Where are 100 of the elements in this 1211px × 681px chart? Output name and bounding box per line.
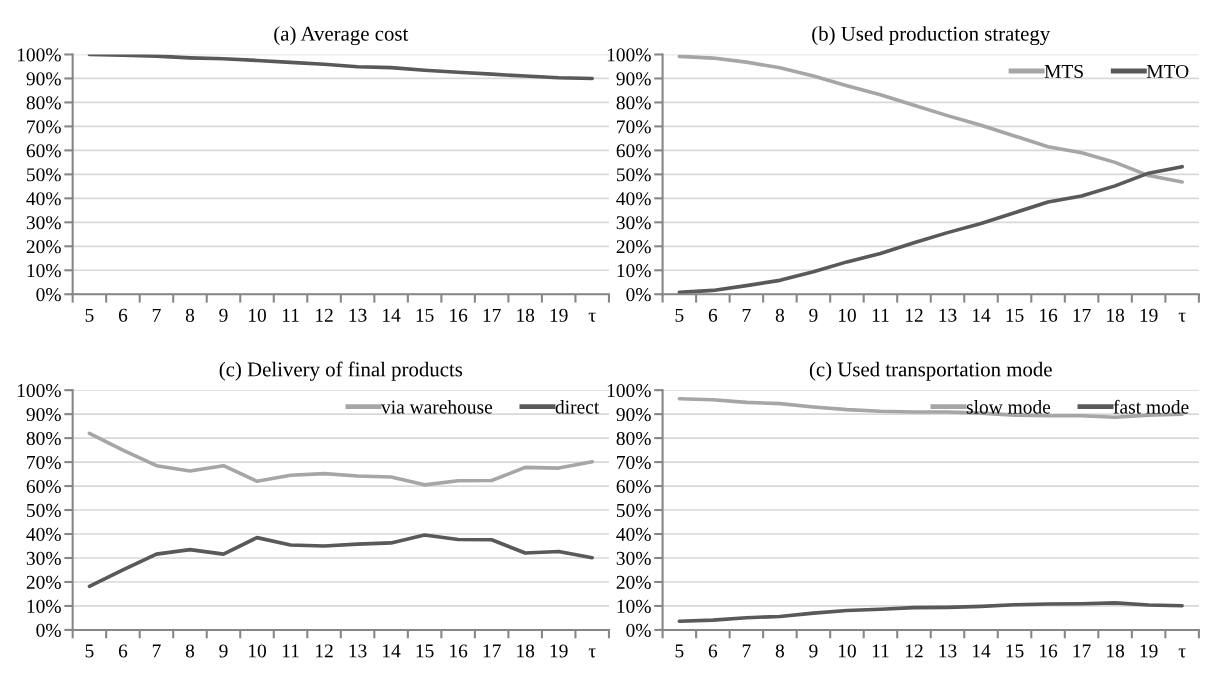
y-tick-label: 0% [626,288,651,302]
x-tick-label: 17 [483,308,501,322]
y-tick-label: 20% [616,240,651,254]
x-tick-label: 10 [838,644,856,658]
y-tick-label: 100% [607,48,651,62]
x-tick-label: 9 [219,308,228,322]
x-tick-label: 18 [517,644,535,658]
x-tick-label: 10 [249,644,266,658]
y-tick-label: 30% [26,216,61,230]
y-tick-label: 30% [616,551,651,565]
y-tick-label: 10% [27,599,61,613]
x-tick-label: 8 [775,644,785,658]
y-tick-label: 50% [27,168,61,182]
x-tick-label: 16 [450,644,468,658]
x-tick-label: 11 [872,308,889,322]
x-tick-label: 13 [349,644,367,658]
y-tick-label: 0% [36,288,61,302]
x-tick-label: τ [588,312,596,322]
line-series [677,601,1184,624]
y-tick-label: 40% [26,527,61,542]
x-tick-label: 5 [675,308,684,322]
x-tick-label: 5 [85,308,94,322]
x-tick-label: 5 [85,644,94,658]
x-tick-label: 14 [383,644,401,658]
y-tick-label: 80% [616,96,651,110]
y-tick-label: 80% [26,431,61,446]
chart-title: (b) Used production strategy [812,26,1051,46]
x-tick-label: 19 [550,644,568,658]
y-tick-label: 70% [27,120,61,134]
y-tick-label: 10% [27,264,61,278]
x-tick-label: 8 [185,644,195,658]
legend-label: fast mode [1113,399,1189,414]
y-tick-label: 100% [17,383,61,398]
y-tick-label: 10% [617,264,651,278]
y-tick-label: 50% [616,503,651,518]
x-tick-label: 11 [282,644,299,658]
y-tick-label: 70% [27,455,61,470]
y-tick-label: 50% [27,503,61,518]
x-tick-label: 18 [1107,644,1125,658]
y-tick-label: 60% [616,479,651,494]
y-tick-label: 20% [616,575,651,589]
x-tick-label: 17 [1073,644,1091,658]
line-series [677,164,1184,295]
x-tick-label: 8 [185,308,195,322]
y-tick-label: 20% [26,575,61,589]
y-tick-label: 40% [616,527,651,542]
x-tick-label: 12 [316,644,333,658]
x-tick-label: 7 [742,308,751,322]
x-tick-label: 16 [1040,308,1058,322]
x-tick-label: 14 [973,644,991,658]
y-tick-label: 60% [26,479,61,494]
y-tick-label: 90% [616,407,651,422]
x-tick-label: 6 [118,308,128,322]
x-tick-label: 14 [383,308,401,322]
x-tick-label: 12 [905,644,923,658]
y-tick-label: 40% [26,192,61,206]
x-tick-label: 10 [838,308,856,322]
x-tick-label: τ [1178,312,1186,322]
x-tick-label: 15 [1006,308,1024,322]
y-tick-label: 90% [26,407,61,422]
y-tick-label: 80% [26,96,61,110]
y-tick-label: 100% [17,48,61,62]
x-tick-label: 9 [809,308,818,322]
y-tick-label: 60% [26,144,61,158]
x-tick-label: 19 [1140,644,1158,658]
x-tick-label: 8 [775,308,785,322]
x-tick-label: 6 [708,308,718,322]
line-series [87,533,595,589]
x-tick-label: 12 [905,308,923,322]
y-tick-label: 40% [616,192,651,206]
x-tick-label: 17 [1073,308,1091,322]
x-tick-label: 17 [483,644,501,658]
legend-label: direct [555,400,600,414]
x-tick-label: 15 [1006,644,1024,658]
chart-title: (c) Used transportation mode [809,361,1052,381]
x-tick-label: 10 [249,308,266,322]
x-tick-label: 9 [809,644,818,658]
x-tick-label: 19 [550,308,568,322]
y-tick-label: 70% [617,455,651,470]
x-tick-label: 11 [872,644,889,658]
x-tick-label: 18 [1107,308,1125,322]
x-tick-label: 13 [939,644,957,658]
x-tick-label: 12 [316,308,333,322]
x-tick-label: 15 [416,308,434,322]
x-tick-label: 16 [1040,644,1058,658]
legend-label: MTO [1146,64,1189,78]
chart-title: (a) Average cost [274,26,409,46]
y-tick-label: 100% [607,383,651,398]
y-tick-label: 70% [617,120,651,134]
y-tick-label: 20% [26,240,61,254]
y-tick-label: 0% [626,623,651,637]
x-tick-label: 5 [675,644,684,658]
legend-label: slow mode [966,400,1051,414]
x-tick-label: τ [1178,648,1186,658]
y-tick-label: 90% [26,72,61,86]
chart-title: (c) Delivery of final products [219,361,463,381]
y-tick-label: 50% [616,168,651,182]
x-tick-label: 6 [118,644,128,658]
x-tick-label: 6 [708,644,718,658]
y-tick-label: 90% [616,72,651,86]
